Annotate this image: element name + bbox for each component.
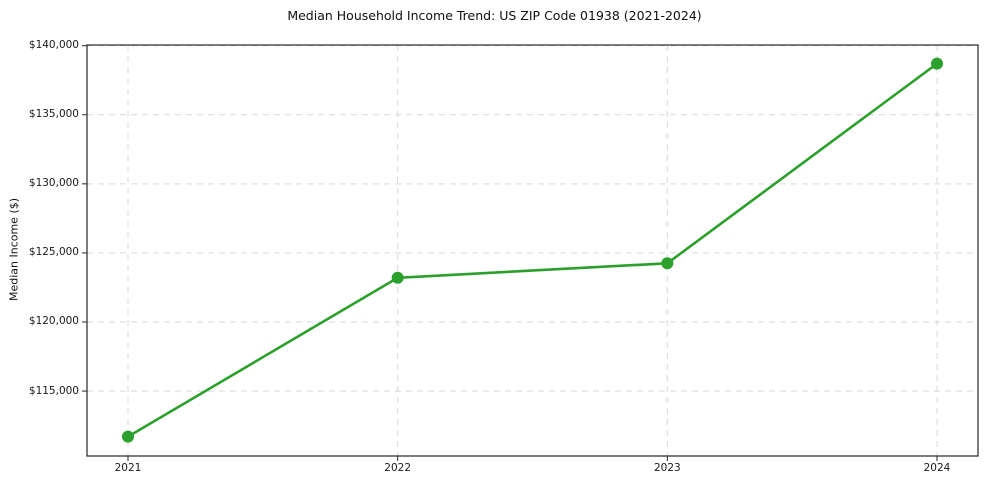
- series-line: [126, 62, 939, 438]
- data-point-marker: [391, 271, 404, 284]
- data-point-marker: [931, 57, 943, 70]
- data-point-marker: [661, 257, 674, 270]
- data-point-marker: [122, 430, 134, 443]
- chart-title: Median Household Income Trend: US ZIP Co…: [287, 8, 702, 23]
- plot-spines: [86, 44, 979, 457]
